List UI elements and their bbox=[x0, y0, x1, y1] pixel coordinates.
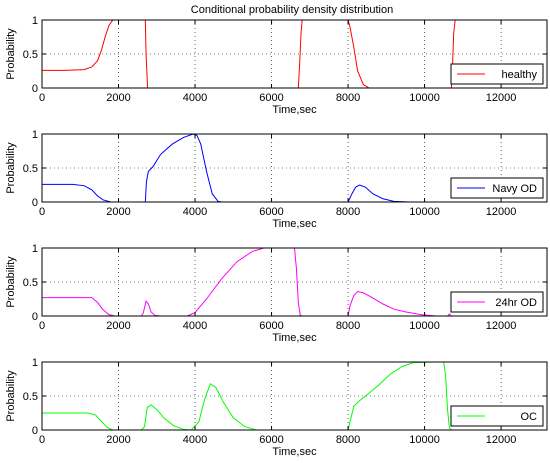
y-tick-label: 0 bbox=[32, 311, 38, 323]
y-tick-label: 1 bbox=[32, 129, 38, 141]
x-tick-label: 8000 bbox=[336, 434, 360, 446]
x-tick-label: 0 bbox=[39, 320, 45, 332]
y-axis-label: Probability bbox=[5, 370, 17, 422]
y-tick-label: 1 bbox=[32, 15, 38, 27]
x-axis-label: Time,sec bbox=[272, 104, 317, 116]
x-tick-label: 6000 bbox=[259, 434, 283, 446]
x-tick-label: 8000 bbox=[336, 320, 360, 332]
x-axis-label: Time,sec bbox=[272, 218, 317, 230]
x-tick-label: 2000 bbox=[106, 434, 130, 446]
legend-box bbox=[450, 63, 544, 85]
y-tick-label: 0 bbox=[32, 197, 38, 209]
legend-box bbox=[450, 177, 544, 199]
panel-1: 0 2000 4000 6000 8000 10000 12000 0 0.5 1 Time,sec… bbox=[5, 15, 548, 116]
x-tick-label: 8000 bbox=[336, 206, 360, 218]
legend-label: 24hr OD bbox=[495, 297, 537, 309]
legend: healthy bbox=[450, 63, 544, 85]
y-tick-label: 0.5 bbox=[23, 391, 38, 403]
x-axis-label: Time,sec bbox=[272, 332, 317, 344]
x-tick-label: 0 bbox=[39, 434, 45, 446]
legend: 24hr OD bbox=[450, 291, 544, 313]
x-tick-label: 12000 bbox=[486, 92, 517, 104]
x-tick-label: 10000 bbox=[409, 206, 440, 218]
x-tick-label: 6000 bbox=[259, 92, 283, 104]
x-tick-label: 4000 bbox=[183, 206, 207, 218]
legend-label: healthy bbox=[502, 69, 538, 81]
x-tick-label: 12000 bbox=[486, 206, 517, 218]
x-tick-label: 0 bbox=[39, 92, 45, 104]
x-tick-label: 4000 bbox=[183, 434, 207, 446]
x-tick-label: 12000 bbox=[486, 434, 517, 446]
x-tick-label: 4000 bbox=[183, 92, 207, 104]
x-tick-label: 2000 bbox=[106, 92, 130, 104]
legend: Navy OD bbox=[450, 177, 544, 199]
x-tick-label: 2000 bbox=[106, 206, 130, 218]
x-tick-label: 10000 bbox=[409, 434, 440, 446]
x-tick-label: 2000 bbox=[106, 320, 130, 332]
y-tick-label: 1 bbox=[32, 357, 38, 369]
legend-label: Navy OD bbox=[492, 183, 537, 195]
legend-box bbox=[450, 291, 544, 313]
y-tick-label: 0 bbox=[32, 425, 38, 437]
legend: OC bbox=[450, 405, 544, 427]
legend-label: OC bbox=[521, 411, 538, 423]
x-tick-label: 8000 bbox=[336, 92, 360, 104]
y-tick-label: 0.5 bbox=[23, 163, 38, 175]
x-tick-label: 10000 bbox=[409, 320, 440, 332]
y-tick-label: 0.5 bbox=[23, 49, 38, 61]
panel-3: 0 2000 4000 6000 8000 10000 12000 0 0.5 1 Time,sec… bbox=[5, 243, 548, 344]
x-tick-label: 10000 bbox=[409, 92, 440, 104]
panels: 0 2000 4000 6000 8000 10000 1200000.51Time,sec… bbox=[5, 15, 548, 458]
x-tick-label: 6000 bbox=[259, 320, 283, 332]
y-tick-label: 1 bbox=[32, 243, 38, 255]
x-tick-label: 6000 bbox=[259, 206, 283, 218]
x-axis-label: Time,sec bbox=[272, 446, 317, 458]
x-tick-label: 4000 bbox=[183, 320, 207, 332]
legend-box bbox=[450, 405, 544, 427]
x-tick-label: 0 bbox=[39, 206, 45, 218]
y-tick-label: 0.5 bbox=[23, 277, 38, 289]
x-tick-label: 12000 bbox=[486, 320, 517, 332]
y-tick-label: 0 bbox=[32, 83, 38, 95]
panel-4: 0 2000 4000 6000 8000 10000 12000 0 0.5 1 Time,sec… bbox=[5, 357, 548, 458]
panel-2: 0 2000 4000 6000 8000 10000 12000 0 0.5 1 Time,sec… bbox=[5, 129, 548, 230]
chart-title: Conditional probability density distribu… bbox=[191, 4, 393, 16]
y-axis-label: Probability bbox=[5, 28, 17, 80]
series-line-navy-od bbox=[42, 133, 547, 203]
y-axis-label: Probability bbox=[5, 142, 17, 194]
y-axis-label: Probability bbox=[5, 256, 17, 308]
